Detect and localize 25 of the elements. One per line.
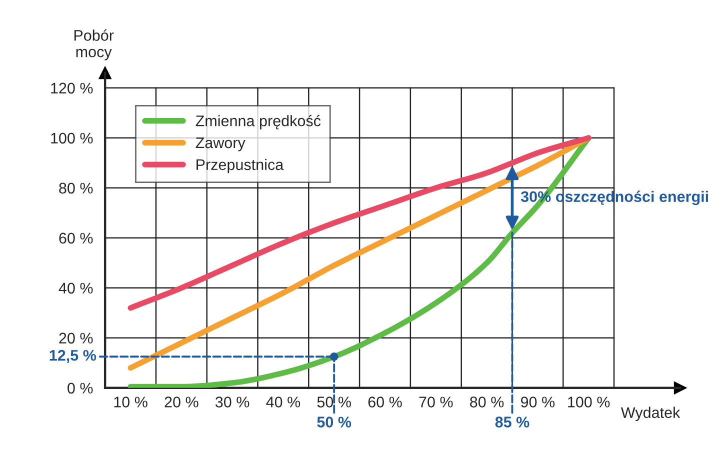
annotation: 50 % xyxy=(317,416,352,428)
y-tick-label: 100 % xyxy=(51,132,93,144)
x-tick-label: 60 % xyxy=(368,396,402,408)
y-tick-label: 120 % xyxy=(51,82,93,94)
x-tick-label: 40 % xyxy=(266,396,300,408)
y-tick-label: 40 % xyxy=(58,282,93,294)
legend-label: Przepustnica xyxy=(196,158,284,174)
x-tick-label: 10 % xyxy=(114,396,148,408)
y-tick-label: 80 % xyxy=(59,182,93,194)
y-tick-label: 0 % xyxy=(68,382,93,394)
annotation: 85 % xyxy=(495,416,530,428)
text: 12,5 % xyxy=(50,350,96,363)
x-tick-label: 90 % xyxy=(520,396,555,408)
legend-label: Zawory xyxy=(196,138,246,152)
y-tick-label: 20 % xyxy=(59,332,93,344)
x-tick-label: 30 % xyxy=(215,396,250,408)
y-tick-label: 60 % xyxy=(59,232,93,244)
x-tick-label: 100 % xyxy=(568,396,610,408)
x-tick-label: 70 % xyxy=(419,396,453,408)
legend-label: Zmienna prędkość xyxy=(196,114,321,130)
x-tick-label: 80 % xyxy=(470,396,504,408)
x-tick-label: 20 % xyxy=(164,396,198,408)
x-tick-label: 50 % xyxy=(317,396,351,408)
x-axis-title: Wydatek xyxy=(620,406,680,422)
y-axis-title: Pobór mocy xyxy=(74,29,114,60)
